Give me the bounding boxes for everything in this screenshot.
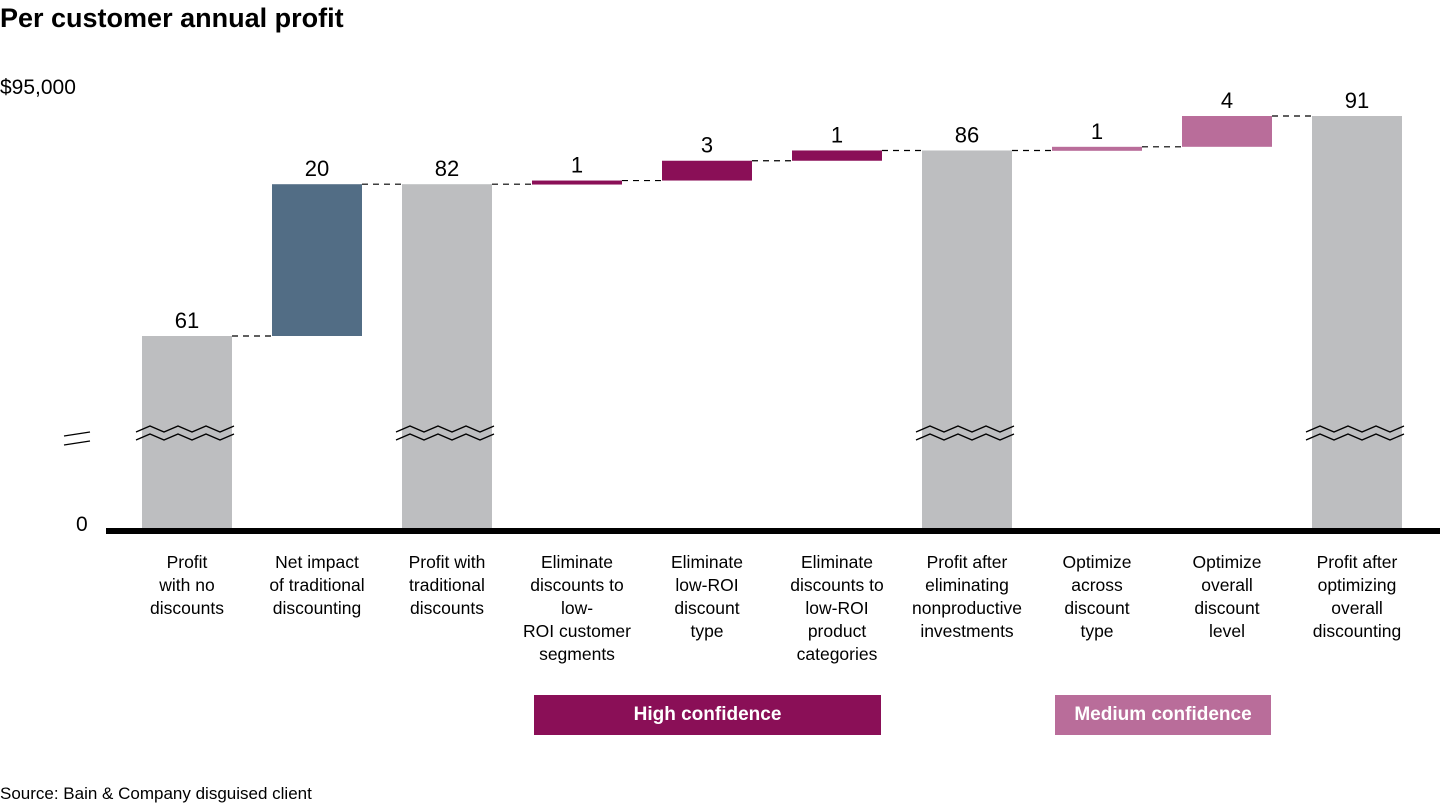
- category-label-line: discounts: [150, 598, 224, 618]
- bar-6: [792, 150, 882, 161]
- category-label-line: product: [807, 621, 867, 641]
- category-label-line: of traditional: [269, 575, 365, 595]
- category-label-line: discount: [1194, 598, 1260, 618]
- category-label-line: discount: [1064, 598, 1130, 618]
- x-axis-baseline: [106, 528, 1440, 534]
- bar-2: [272, 184, 362, 336]
- category-label-line: investments: [920, 621, 1014, 641]
- bar-3: [402, 184, 492, 528]
- data-label-10: 91: [1345, 88, 1369, 113]
- axis-break-zigzag: [135, 425, 235, 433]
- category-label-line: Optimize: [1062, 552, 1132, 572]
- category-label-line: overall: [1331, 598, 1383, 618]
- axis-break-zigzag: [915, 425, 1015, 433]
- category-label-line: overall: [1201, 575, 1253, 595]
- bar-7: [922, 150, 1012, 528]
- axis-break-zigzag: [135, 433, 235, 441]
- data-label-9: 4: [1221, 88, 1233, 113]
- category-label-line: low-ROI: [805, 598, 869, 618]
- category-label-line: type: [1080, 621, 1114, 641]
- axis-break-zigzag: [395, 425, 495, 433]
- bar-9: [1182, 116, 1272, 147]
- data-label-8: 1: [1091, 119, 1103, 144]
- category-label-line: segments: [539, 644, 615, 664]
- category-label-line: eliminating: [925, 575, 1009, 595]
- category-label-line: optimizing: [1317, 575, 1397, 595]
- bar-1: [142, 336, 232, 528]
- y-axis-top-label: $95,000: [0, 76, 76, 99]
- category-label-line: Profit: [166, 552, 208, 572]
- category-label-line: Profit with: [408, 552, 486, 572]
- category-label-line: Profit after: [1316, 552, 1398, 572]
- high-confidence-label: High confidence: [534, 695, 881, 735]
- axis-break-zigzag: [1305, 425, 1405, 433]
- category-label-8: Optimize across discount type: [1032, 551, 1162, 643]
- category-label-line: Optimize: [1192, 552, 1262, 572]
- data-label-4: 1: [571, 153, 583, 178]
- category-label-line: discounting: [1312, 621, 1402, 641]
- data-label-7: 86: [955, 122, 979, 147]
- bar-8: [1052, 146, 1142, 151]
- category-label-line: across: [1071, 575, 1123, 595]
- axis-break-zigzag: [395, 433, 495, 441]
- data-label-1: 61: [175, 308, 199, 333]
- category-label-line: nonproductive: [912, 598, 1022, 618]
- y-axis-zero-label: 0: [76, 513, 88, 536]
- source-note: Source: Bain & Company disguised client: [0, 784, 312, 803]
- category-label-6: Eliminate discounts to low-ROI product categ…: [772, 551, 902, 666]
- category-label-line: Eliminate: [671, 552, 743, 572]
- bar-10: [1312, 116, 1402, 528]
- category-label-line: discount: [674, 598, 740, 618]
- data-label-6: 1: [831, 122, 843, 147]
- category-label-line: discounts to: [790, 575, 884, 595]
- data-label-3: 82: [435, 156, 459, 181]
- category-label-4: Eliminate discounts to low- ROI customer se…: [512, 551, 642, 666]
- axis-break-zigzag: [1305, 433, 1405, 441]
- bar-4: [532, 180, 622, 185]
- category-label-line: discounts to low-: [530, 575, 624, 618]
- category-label-3: Profit with traditional discounts: [382, 551, 512, 620]
- category-label-line: categories: [796, 644, 878, 664]
- category-label-line: Profit after: [926, 552, 1008, 572]
- bar-5: [662, 160, 752, 181]
- category-label-line: traditional: [409, 575, 485, 595]
- category-label-line: discounts: [410, 598, 484, 618]
- category-label-9: Optimize overall discount level: [1162, 551, 1292, 643]
- category-label-line: with no: [159, 575, 215, 595]
- axis-break-zigzag: [915, 433, 1015, 441]
- category-label-7: Profit after eliminating nonproductive inve…: [902, 551, 1032, 643]
- category-label-line: Eliminate: [801, 552, 873, 572]
- data-label-2: 20: [305, 156, 329, 181]
- y-axis-break-mark: [63, 440, 91, 446]
- category-label-line: discounting: [272, 598, 362, 618]
- medium-confidence-label: Medium confidence: [1055, 695, 1271, 735]
- category-label-line: ROI customer: [523, 621, 631, 641]
- category-label-line: type: [690, 621, 724, 641]
- category-label-line: level: [1209, 621, 1245, 641]
- category-label-line: low-ROI: [675, 575, 739, 595]
- category-label-line: Eliminate: [541, 552, 613, 572]
- category-label-2: Net impact of traditional discounting: [252, 551, 382, 620]
- y-axis-break-mark: [63, 431, 91, 437]
- data-label-5: 3: [701, 133, 713, 158]
- chart-title: Per customer annual profit: [0, 3, 344, 33]
- category-label-1: Profit with no discounts: [122, 551, 252, 620]
- category-label-line: Net impact: [275, 552, 359, 572]
- category-label-10: Profit after optimizing overall discounting: [1292, 551, 1422, 643]
- category-label-5: Eliminate low-ROI discount type: [642, 551, 772, 643]
